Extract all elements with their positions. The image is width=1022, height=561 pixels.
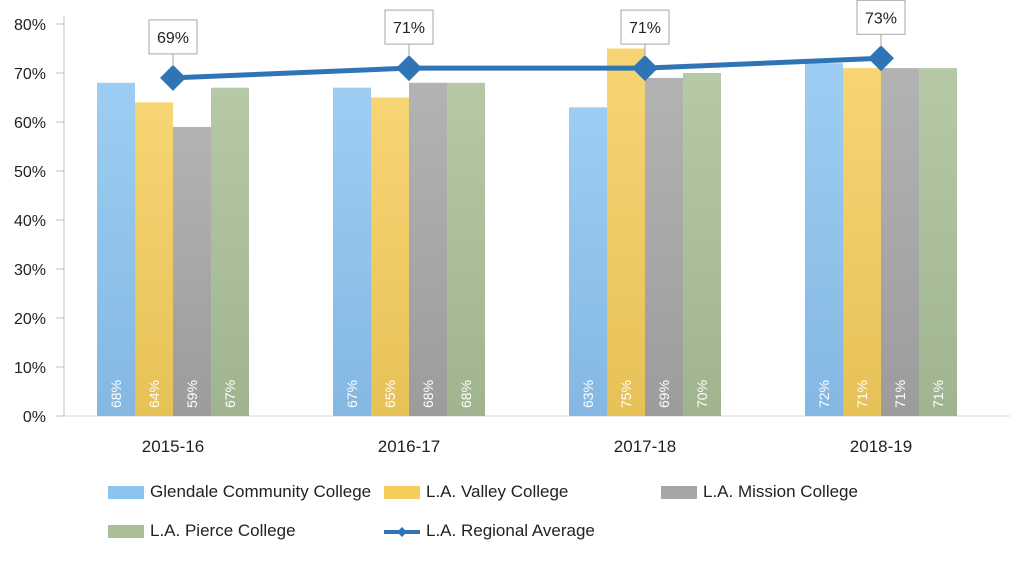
y-tick-label: 40% [14,213,46,230]
legend-label-regional-average: L.A. Regional Average [426,521,595,540]
y-tick-label: 60% [14,115,46,132]
bar [173,126,211,417]
bar-data-label: 70% [694,380,710,408]
bar-data-label: 71% [854,380,870,408]
bar-data-label: 72% [816,380,832,408]
y-tick-label: 0% [23,409,46,426]
bar-data-label: 67% [344,380,360,408]
x-tick-label: 2015-16 [142,437,204,456]
line-marker [160,64,186,91]
legend-swatch-valley [384,485,420,499]
line-data-label: 69% [157,30,189,47]
bar-data-label: 64% [146,380,162,408]
line-label-box [856,0,906,35]
line-data-label: 71% [629,20,661,37]
x-tick-label: 2018-19 [850,437,912,456]
bar [843,68,881,416]
legend-item-regional-average: L.A. Regional Average [384,521,595,541]
bar-data-label: 68% [108,380,124,408]
bar [569,107,607,417]
bar-data-label: 67% [222,380,238,408]
y-tick-label: 20% [14,311,46,328]
bar-data-label: 68% [458,380,474,408]
bar [447,82,485,417]
bar [645,77,683,417]
y-tick-label: 10% [14,360,46,377]
bar [333,87,371,416]
legend-swatch-glendale [108,485,144,499]
bar [409,82,447,417]
legend-label-mission: L.A. Mission College [703,482,858,501]
bar-data-label: 71% [930,380,946,408]
legend-swatch-mission [661,485,697,499]
y-axis: 0% 10% 20% 30% 40% 50% 60% 70% 80% [14,16,1010,426]
legend-swatch-pierce [108,524,144,538]
legend-item-mission: L.A. Mission College [661,482,858,502]
line-marker [396,55,422,82]
y-tick-label: 30% [14,262,46,279]
legend-swatch-regional-average [384,524,420,538]
bar [97,82,135,417]
bar [881,68,919,416]
y-tick-label: 80% [14,17,46,34]
bar [683,73,721,416]
bar-data-label: 69% [656,380,672,408]
line-series [172,55,882,81]
legend-label-pierce: L.A. Pierce College [150,521,296,540]
legend-item-valley: L.A. Valley College [384,482,568,502]
bar [607,48,645,416]
line-diamond-icon [384,527,420,537]
x-axis: 2015-16 2016-17 2017-18 2018-19 [142,437,912,456]
bar-data-label: 63% [580,380,596,408]
bar [371,97,409,416]
line-marker [632,55,658,82]
bar [805,63,843,416]
y-tick-label: 50% [14,164,46,181]
bars: 68% 64% 59% 67% 67% 65% 68% 68% 63% 75% 69% 70% 72% 7… [97,48,957,417]
legend-label-glendale: Glendale Community College [150,482,372,501]
legend-label-valley: L.A. Valley College [426,482,569,501]
line-label-box [620,9,670,45]
line-data-label: 73% [865,10,897,27]
regional-average-line: 69% 71% 71% 73% [148,0,906,91]
line-marker [868,45,894,72]
bar [919,68,957,416]
bar-data-label: 68% [420,380,436,408]
x-tick-label: 2017-18 [614,437,676,456]
line-label-box [384,9,434,45]
legend-item-pierce: L.A. Pierce College [108,521,296,541]
bar [211,87,249,416]
line-data-label: 71% [393,20,425,37]
bar-data-label: 65% [382,380,398,408]
bar-data-label: 75% [618,380,634,408]
bar [135,102,173,417]
y-tick-label: 70% [14,66,46,83]
legend-item-glendale: Glendale Community College [108,482,371,502]
bar-data-label: 59% [184,380,200,408]
x-tick-label: 2016-17 [378,437,440,456]
bar-data-label: 71% [892,380,908,408]
